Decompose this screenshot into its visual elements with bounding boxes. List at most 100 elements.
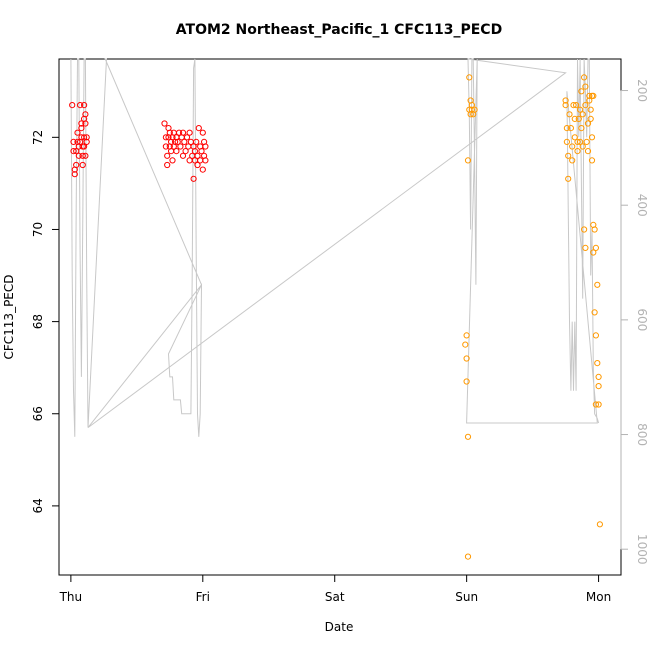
- data-point: [82, 152, 89, 159]
- data-point: [463, 332, 470, 339]
- data-point: [179, 152, 187, 159]
- data-point: [161, 120, 168, 127]
- y-tick-label: 72: [31, 130, 45, 145]
- data-point: [81, 102, 88, 109]
- data-point: [73, 161, 80, 169]
- x-tick-label: Thu: [59, 590, 83, 604]
- data-point: [463, 355, 470, 362]
- data-point: [590, 92, 597, 100]
- data-point: [595, 373, 602, 380]
- plot-frame: [58, 58, 622, 576]
- data-point: [78, 125, 85, 132]
- data-point: [181, 138, 188, 145]
- x-tick-label: Sun: [455, 590, 478, 604]
- data-point: [569, 143, 576, 150]
- data-point: [565, 152, 572, 159]
- data-point: [581, 74, 588, 81]
- data-point: [73, 148, 80, 155]
- data-point: [164, 152, 171, 159]
- data-point: [563, 138, 571, 145]
- data-point: [584, 120, 592, 127]
- data-point: [570, 102, 577, 109]
- data-point: [162, 143, 169, 150]
- data-point: [594, 360, 601, 367]
- data-point: [596, 521, 604, 528]
- data-point: [81, 143, 88, 150]
- data-point: [595, 401, 602, 408]
- data-point: [193, 138, 200, 145]
- y-tick-label: 70: [31, 222, 45, 237]
- data-point: [166, 129, 173, 136]
- data-point: [573, 102, 580, 109]
- data-point: [571, 134, 578, 141]
- right-y-tick-label: 400: [635, 194, 649, 217]
- data-point: [595, 383, 602, 390]
- x-tick-label: Mon: [586, 590, 611, 604]
- data-point: [590, 249, 597, 256]
- data-point: [579, 143, 586, 150]
- right-y-tick-label: 200: [635, 79, 649, 102]
- data-point: [199, 129, 206, 136]
- data-point: [179, 129, 187, 136]
- data-point: [587, 115, 594, 123]
- data-point: [191, 148, 198, 155]
- data-point: [463, 378, 470, 385]
- right-y-tick-label: 1000: [635, 534, 649, 565]
- data-point: [579, 111, 586, 118]
- series-red: [69, 102, 209, 182]
- data-point: [77, 102, 84, 109]
- data-point: [464, 433, 472, 440]
- data-point: [79, 152, 86, 159]
- x-tick-label: Fri: [196, 590, 210, 604]
- data-point: [464, 553, 472, 560]
- data-point: [162, 134, 169, 141]
- data-point: [197, 157, 204, 164]
- series-layer: [69, 58, 604, 560]
- data-point: [562, 102, 569, 109]
- y-tick-label: 66: [31, 406, 45, 421]
- y-axis-label: CFC113_PECD: [2, 274, 16, 359]
- x-axis-label: Date: [325, 620, 354, 634]
- data-point: [75, 152, 82, 159]
- data-point: [464, 157, 472, 164]
- data-point: [186, 129, 193, 136]
- data-point: [584, 148, 592, 155]
- data-point: [202, 157, 209, 164]
- data-point: [581, 226, 588, 233]
- data-point: [471, 106, 478, 113]
- data-point: [588, 134, 596, 141]
- data-point: [177, 143, 184, 150]
- data-point: [199, 166, 206, 173]
- data-point: [468, 102, 475, 109]
- data-point: [582, 102, 589, 109]
- data-point: [569, 157, 576, 164]
- data-point: [183, 134, 191, 141]
- data-point: [582, 244, 589, 251]
- data-point: [586, 97, 593, 104]
- data-point: [462, 341, 469, 348]
- x-axis: Thu Fri Sat Sun Mon: [59, 574, 611, 604]
- data-point: [69, 102, 76, 109]
- data-point: [577, 106, 584, 113]
- data-point: [83, 138, 90, 145]
- data-point: [173, 148, 180, 155]
- data-point: [562, 97, 569, 104]
- data-point: [587, 106, 594, 113]
- data-point: [588, 157, 596, 164]
- data-point: [182, 148, 189, 155]
- y-tick-label: 64: [31, 498, 45, 513]
- data-point: [74, 129, 81, 136]
- data-point: [566, 111, 573, 118]
- data-point: [194, 161, 201, 169]
- data-point: [577, 138, 584, 145]
- data-point: [571, 115, 578, 123]
- data-point: [591, 309, 598, 316]
- right-y-tick-label: 800: [635, 423, 649, 446]
- right-y-tick-label: 600: [635, 308, 649, 331]
- data-point: [83, 134, 90, 141]
- data-point: [574, 148, 581, 155]
- data-point: [190, 175, 197, 182]
- data-point: [591, 226, 598, 233]
- x-tick-label: Sat: [325, 590, 345, 604]
- data-point: [198, 148, 205, 155]
